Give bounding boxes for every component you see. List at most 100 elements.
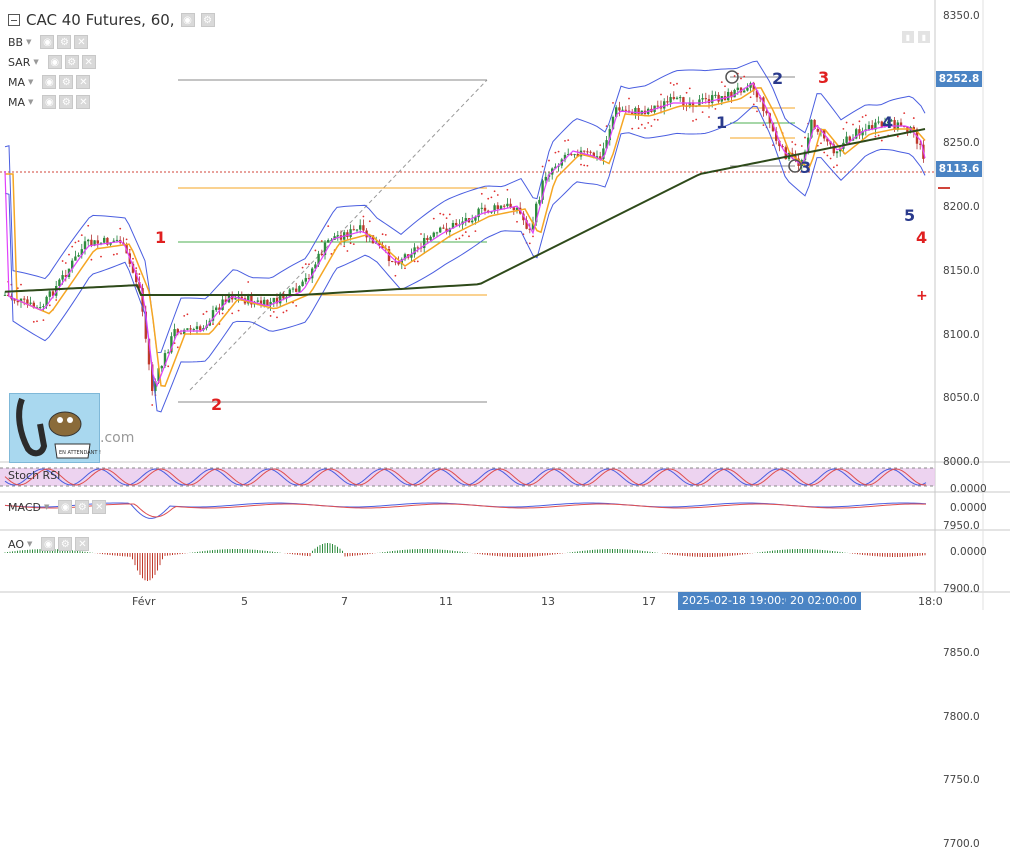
caret-icon[interactable]: ▼ [28, 78, 34, 86]
close-icon[interactable]: ✕ [76, 95, 91, 109]
scroll-left-icon[interactable]: ▮ [902, 31, 914, 43]
candle [493, 205, 496, 212]
gear-icon[interactable]: ⚙ [200, 13, 215, 27]
candle [899, 122, 903, 127]
candle [691, 102, 695, 107]
sar-dot [295, 305, 298, 307]
price-tag-high: 8252.8 [936, 71, 982, 87]
pane-stochrsi-label[interactable]: Stoch RSI [8, 469, 60, 482]
plus-marker: + [916, 288, 928, 304]
candle [768, 113, 771, 123]
eye-icon[interactable]: ◉ [47, 55, 62, 69]
price-tick: 7900.0 [943, 583, 980, 596]
candle [919, 143, 922, 145]
candle [890, 120, 893, 122]
sar-dot [282, 311, 285, 314]
candle [541, 180, 544, 200]
candle [512, 207, 515, 210]
scroll-right-icon[interactable]: ▮ [918, 31, 930, 43]
candle [183, 329, 186, 334]
gear-icon[interactable]: ⚙ [58, 537, 73, 551]
sar-dot [583, 164, 586, 167]
candle [679, 97, 682, 99]
caret-icon[interactable]: ▼ [27, 540, 33, 548]
indicator-label: MA [8, 95, 26, 109]
candle [803, 151, 807, 161]
sar-dot [464, 231, 467, 233]
gear-icon[interactable]: ⚙ [57, 35, 72, 49]
candle [288, 289, 291, 297]
candle [874, 122, 877, 130]
indicator-label: MA [8, 75, 26, 89]
candle [77, 255, 80, 257]
sar-dot [644, 127, 646, 129]
eye-icon[interactable]: ◉ [58, 500, 73, 514]
eye-icon[interactable]: ◉ [42, 75, 57, 89]
candle [359, 225, 362, 230]
sar-dot [752, 103, 755, 106]
candle [93, 240, 96, 246]
caret-icon[interactable]: ▼ [33, 58, 39, 66]
collapse-icon[interactable] [8, 14, 20, 26]
sar-dot [119, 227, 122, 230]
sar-dot [874, 135, 877, 138]
candle [477, 208, 480, 218]
candle [154, 381, 157, 392]
logo-text: .com [100, 430, 135, 446]
close-icon[interactable]: ✕ [75, 537, 90, 551]
candle [391, 261, 394, 263]
eye-icon[interactable]: ◉ [180, 13, 195, 27]
caret-icon[interactable]: ▼ [28, 98, 34, 106]
sar-dot [548, 159, 550, 162]
sar-dot [532, 235, 534, 238]
indicator-bb[interactable]: BB ▼ ◉ ⚙ ✕ [8, 35, 89, 49]
candle [426, 237, 429, 241]
close-icon[interactable]: ✕ [76, 75, 91, 89]
candle [455, 222, 458, 226]
eye-icon[interactable]: ◉ [41, 537, 56, 551]
candle [739, 87, 743, 93]
logo-image: EN ATTENDANT ! [9, 393, 101, 463]
pane-ao-label[interactable]: AO ▼ ◉ ⚙ ✕ [8, 537, 90, 551]
candle [727, 91, 730, 101]
candle [298, 286, 301, 292]
symbol-header[interactable]: CAC 40 Futures, 60, ◉ ⚙ [8, 11, 215, 29]
candle [746, 87, 749, 91]
eye-icon[interactable]: ◉ [42, 95, 57, 109]
sar-dot [826, 154, 829, 157]
indicator-sar[interactable]: SAR ▼ ◉ ⚙ ✕ [8, 55, 96, 69]
time-label: 11 [439, 595, 453, 608]
indicator-ma-2[interactable]: MA ▼ ◉ ⚙ ✕ [8, 95, 91, 109]
crosshair-time-tag-2: 20 02:00:00 [786, 592, 861, 610]
time-label: 5 [241, 595, 248, 608]
pane-macd-label[interactable]: MACD ▼ ◉ ⚙ ✕ [8, 500, 107, 514]
sar-dot [864, 114, 867, 117]
candle [186, 328, 189, 330]
gear-icon[interactable]: ⚙ [64, 55, 79, 69]
close-icon[interactable]: ✕ [81, 55, 96, 69]
candle [234, 298, 237, 300]
chart-canvas[interactable] [0, 0, 1010, 610]
candle [637, 108, 640, 115]
close-icon[interactable]: ✕ [74, 35, 89, 49]
gear-icon[interactable]: ⚙ [59, 75, 74, 89]
close-icon[interactable]: ✕ [92, 500, 107, 514]
candle [416, 247, 419, 249]
caret-icon[interactable]: ▼ [43, 503, 50, 511]
eye-icon[interactable]: ◉ [40, 35, 55, 49]
candle [615, 107, 618, 117]
candle [323, 242, 327, 256]
sar-dot [272, 311, 275, 313]
indicator-ma-1[interactable]: MA ▼ ◉ ⚙ ✕ [8, 75, 91, 89]
sar-dot [343, 245, 346, 248]
gear-icon[interactable]: ⚙ [75, 500, 90, 514]
sar-dot [20, 283, 22, 286]
sar-dot [672, 83, 675, 86]
sar-dot [221, 312, 224, 315]
gear-icon[interactable]: ⚙ [59, 95, 74, 109]
caret-icon[interactable]: ▼ [26, 38, 32, 46]
sar-dot [413, 260, 416, 263]
price-tick: 8050.0 [943, 392, 980, 405]
candle [48, 291, 51, 297]
candle [810, 119, 813, 138]
